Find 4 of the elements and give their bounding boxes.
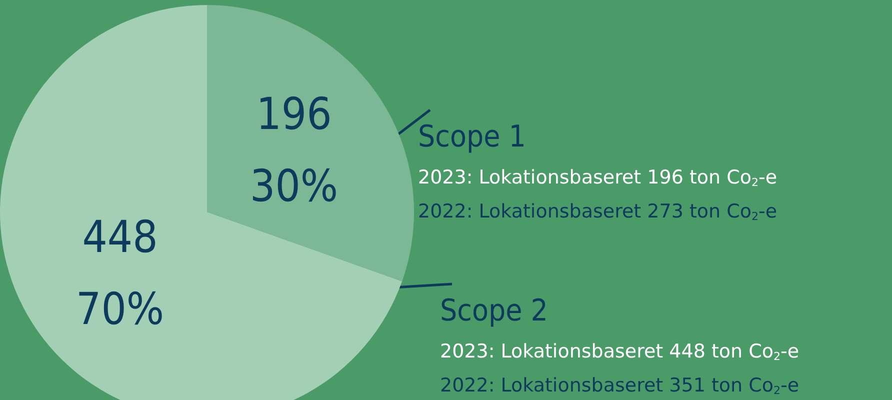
data-label: 196 30% (250, 89, 338, 212)
data-label: 448 70% (76, 212, 164, 335)
slice-label: Scope 2 (440, 294, 548, 328)
slice-label: Scope 1 (418, 120, 526, 154)
